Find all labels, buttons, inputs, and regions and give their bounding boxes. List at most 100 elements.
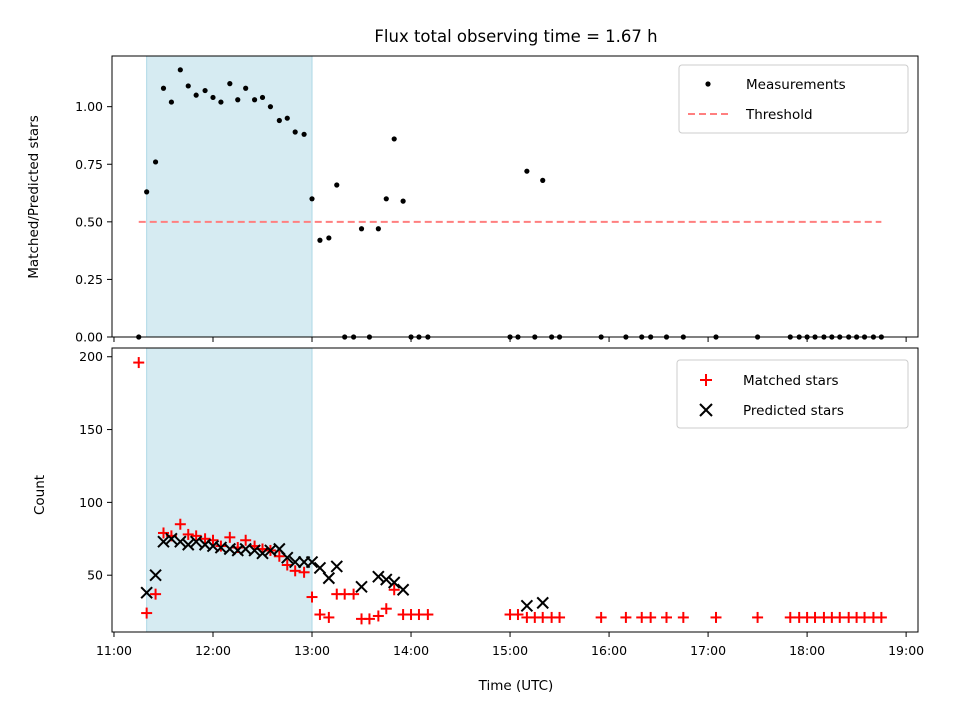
predicted-star-point bbox=[330, 560, 343, 573]
top-legend: Measurements Threshold bbox=[678, 64, 909, 134]
matched-star-point bbox=[554, 611, 566, 623]
measurement-point bbox=[400, 198, 406, 204]
top-x-ticks bbox=[113, 337, 907, 342]
matched-star-point bbox=[875, 611, 887, 623]
predicted-star-point bbox=[396, 583, 410, 596]
matched-star-point bbox=[348, 588, 360, 600]
measurement-point bbox=[168, 99, 175, 105]
bottom-highlight-span bbox=[146, 347, 313, 633]
top-y-tick-label: 0.25 bbox=[75, 272, 103, 287]
measurement-point bbox=[185, 83, 191, 89]
measurement-point bbox=[284, 115, 290, 121]
measurement-point bbox=[193, 92, 199, 98]
top-y-tick-label: 1.00 bbox=[75, 99, 103, 114]
measurement-point bbox=[391, 136, 397, 142]
bottom-y-tick-label: 100 bbox=[79, 495, 103, 510]
bottom-axes-frame bbox=[111, 347, 919, 633]
matched-star-point bbox=[620, 611, 632, 623]
matched-star-point bbox=[422, 609, 434, 621]
matched-star-point bbox=[141, 607, 153, 619]
measurement-point bbox=[540, 177, 546, 183]
top-panel: 0.00 0.25 0.50 0.75 1.00 Matched/Predicted s… bbox=[26, 55, 919, 345]
top-axes-frame bbox=[111, 55, 919, 338]
predicted-star-point bbox=[189, 535, 203, 548]
matched-star-point bbox=[645, 611, 657, 623]
top-measurements-layer bbox=[136, 67, 884, 340]
matched-star-point bbox=[182, 528, 194, 540]
matched-star-point bbox=[306, 591, 318, 603]
measurement-point bbox=[202, 87, 208, 94]
matched-star-point bbox=[388, 584, 400, 596]
matched-star-point bbox=[150, 588, 162, 600]
matched-star-point bbox=[660, 611, 672, 623]
measurement-point bbox=[218, 99, 224, 105]
matched-star-point bbox=[677, 611, 689, 623]
bottom-y-axis-label: Count bbox=[32, 475, 48, 515]
chart-title: Flux total observing time = 1.67 h bbox=[374, 27, 657, 46]
predicted-star-point bbox=[281, 551, 294, 564]
measurement-point bbox=[152, 159, 159, 165]
predicted-star-point bbox=[305, 555, 319, 569]
matched-star-point bbox=[174, 518, 186, 530]
bottom-x-ticks: 11:00 12:00 13:00 14:00 15:00 16:00 17:00 18:00… bbox=[96, 632, 924, 658]
x-axis-label: Time (UTC) bbox=[478, 678, 554, 694]
measurement-point bbox=[210, 94, 216, 101]
matched-star-point bbox=[157, 527, 169, 539]
predicted-star-point bbox=[355, 580, 368, 594]
x-tick-label: 11:00 bbox=[96, 643, 132, 658]
top-highlight-span bbox=[146, 55, 313, 338]
predicted-star-point bbox=[536, 596, 549, 610]
measurement-point bbox=[375, 226, 381, 232]
measurement-point bbox=[160, 85, 167, 91]
measurement-point bbox=[326, 235, 332, 241]
measurement-point bbox=[251, 97, 258, 103]
matched-star-point bbox=[240, 534, 252, 546]
predicted-stars-layer bbox=[140, 532, 549, 612]
top-y-ticks: 0.00 0.25 0.50 0.75 1.00 bbox=[75, 99, 112, 345]
predicted-star-point bbox=[149, 568, 162, 582]
matched-star-point bbox=[273, 550, 285, 562]
predicted-star-point bbox=[313, 561, 327, 575]
top-y-tick-label: 0.00 bbox=[75, 330, 103, 345]
bottom-legend-box bbox=[676, 359, 909, 429]
legend-predicted-marker bbox=[699, 403, 713, 417]
bottom-y-ticks: 50 100 150 200 bbox=[79, 349, 112, 583]
predicted-star-point bbox=[256, 547, 269, 560]
measurement-point bbox=[227, 81, 233, 87]
measurement-point bbox=[243, 85, 249, 91]
x-tick-label: 17:00 bbox=[690, 643, 726, 658]
legend-matched-label: Matched stars bbox=[743, 373, 839, 389]
measurement-point bbox=[144, 189, 150, 195]
predicted-star-point bbox=[165, 532, 178, 545]
measurement-point bbox=[177, 67, 183, 73]
bottom-panel: 50 100 150 200 11:00 12:00 13:00 14:00 15:00 16:… bbox=[32, 347, 924, 694]
predicted-star-point bbox=[140, 586, 153, 599]
matched-star-point bbox=[199, 533, 211, 545]
measurement-point bbox=[259, 94, 266, 101]
bottom-y-tick-label: 150 bbox=[79, 422, 103, 437]
matched-star-point bbox=[363, 613, 375, 625]
x-tick-label: 15:00 bbox=[492, 643, 528, 658]
matched-star-point bbox=[289, 565, 301, 577]
measurement-point bbox=[292, 129, 298, 135]
x-tick-label: 18:00 bbox=[789, 643, 825, 658]
measurement-point bbox=[301, 131, 307, 137]
bottom-legend: Matched stars Predicted stars bbox=[676, 359, 909, 429]
measurement-point bbox=[309, 196, 315, 202]
legend-measurements-label: Measurements bbox=[746, 77, 846, 93]
top-legend-box bbox=[678, 64, 909, 134]
measurement-point bbox=[276, 117, 282, 124]
x-tick-label: 13:00 bbox=[294, 643, 330, 658]
predicted-star-point bbox=[520, 599, 534, 612]
matched-star-point bbox=[215, 540, 227, 552]
predicted-star-point bbox=[288, 555, 302, 569]
measurement-point bbox=[383, 196, 389, 202]
matched-star-point bbox=[314, 609, 326, 621]
top-y-tick-label: 0.50 bbox=[75, 214, 103, 229]
x-tick-label: 12:00 bbox=[195, 643, 231, 658]
bottom-observing-span bbox=[146, 347, 313, 633]
matched-star-point bbox=[380, 603, 392, 615]
matched-star-point bbox=[323, 611, 335, 623]
predicted-star-point bbox=[380, 573, 393, 586]
